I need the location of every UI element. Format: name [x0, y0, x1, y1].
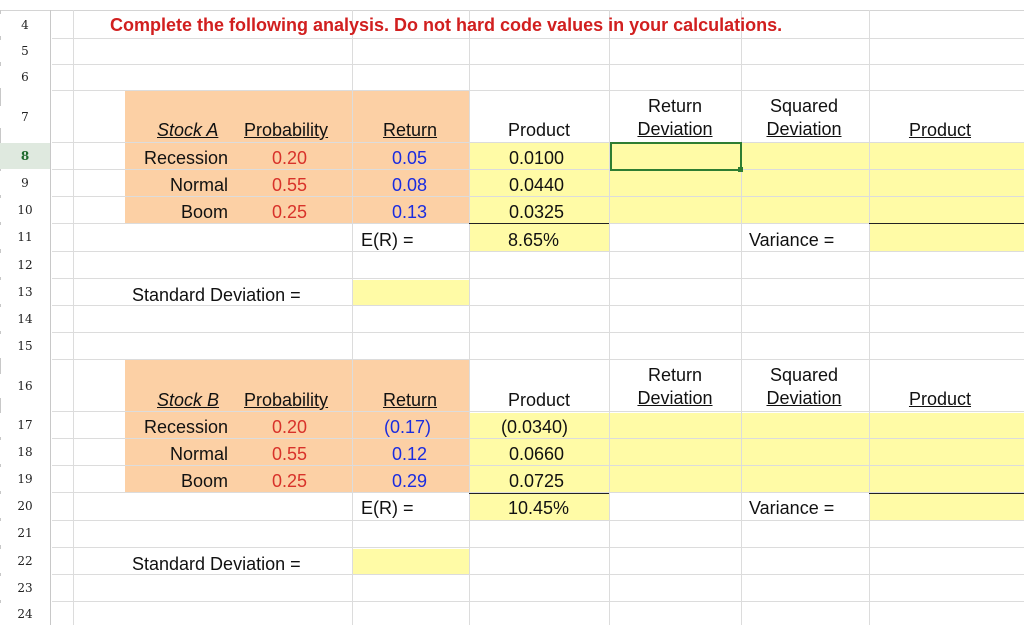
stock-a-return-header: Return — [382, 120, 438, 140]
stock-b-squared-deviation-header-line1: Squared — [769, 365, 839, 385]
stock-b-prob-boom[interactable]: 0.25 — [272, 471, 308, 491]
stock-a-product2-header: Product — [908, 120, 972, 140]
stock-b-label: Stock B — [157, 390, 220, 410]
stock-a-variance-sum-line — [869, 223, 1024, 224]
stock-a-input-block — [125, 91, 469, 223]
stock-b-state-recession: Recession — [143, 417, 228, 437]
stock-b-product-recession[interactable]: (0.0340) — [501, 417, 569, 437]
row-header-10[interactable]: 10 — [0, 198, 50, 222]
stock-b-er-label: E(R) = — [361, 498, 414, 518]
stock-b-variance-label: Variance = — [749, 498, 835, 518]
row-header-24[interactable]: 24 — [0, 603, 50, 625]
stock-b-state-normal: Normal — [169, 444, 228, 464]
stock-a-std-label: Standard Deviation = — [132, 285, 301, 305]
stock-a-variance-cell[interactable] — [869, 223, 1024, 251]
stock-b-product2-header: Product — [908, 389, 972, 409]
stock-b-return-normal[interactable]: 0.12 — [392, 444, 428, 464]
stock-a-label: Stock A — [157, 120, 219, 140]
stock-b-er-value[interactable]: 10.45% — [508, 498, 570, 518]
row-header-18[interactable]: 18 — [0, 440, 50, 464]
stock-a-return-deviation-header-line1: Return — [647, 96, 703, 116]
row-header-right-border — [50, 10, 51, 625]
stock-a-deviation-fill — [609, 143, 1024, 223]
stock-b-input-block — [125, 360, 469, 493]
stock-b-return-deviation-header-line2: Deviation — [637, 388, 713, 408]
row-header-6[interactable]: 6 — [0, 66, 50, 88]
stock-b-return-deviation-header-line1: Return — [647, 365, 703, 385]
stock-b-std-cell[interactable] — [352, 549, 469, 575]
fill-handle[interactable] — [738, 167, 743, 172]
stock-b-return-header: Return — [382, 390, 438, 410]
stock-a-product-header: Product — [507, 120, 571, 140]
stock-b-probability-header: Probability — [244, 390, 329, 410]
row-header-7[interactable]: 7 — [0, 106, 50, 128]
stock-b-return-recession[interactable]: (0.17) — [384, 417, 432, 437]
stock-b-product-normal[interactable]: 0.0660 — [509, 444, 565, 464]
stock-a-product-boom[interactable]: 0.0325 — [509, 202, 565, 222]
stock-a-squared-deviation-header-line2: Deviation — [766, 119, 842, 139]
stock-b-product-boom[interactable]: 0.0725 — [509, 471, 565, 491]
row-header-19[interactable]: 19 — [0, 467, 50, 491]
stock-a-state-recession: Recession — [143, 148, 228, 168]
row-header-20[interactable]: 20 — [0, 494, 50, 518]
stock-a-squared-deviation-header-line1: Squared — [769, 96, 839, 116]
stock-b-std-label: Standard Deviation = — [132, 554, 301, 574]
row-header-17[interactable]: 17 — [0, 413, 50, 437]
row-header-13[interactable]: 13 — [0, 280, 50, 304]
stock-a-return-boom[interactable]: 0.13 — [392, 202, 428, 222]
row-header-16[interactable]: 16 — [0, 374, 50, 398]
stock-b-deviation-fill — [609, 413, 1024, 493]
stock-a-return-recession[interactable]: 0.05 — [392, 148, 428, 168]
row-header-4[interactable]: 4 — [0, 14, 50, 36]
stock-a-prob-normal[interactable]: 0.55 — [272, 175, 308, 195]
row-header-8[interactable]: 8 — [0, 143, 50, 169]
row-header-9[interactable]: 9 — [0, 171, 50, 195]
stock-b-squared-deviation-header-line2: Deviation — [766, 388, 842, 408]
row-header-11[interactable]: 11 — [0, 225, 50, 249]
stock-a-er-label: E(R) = — [361, 230, 414, 250]
stock-a-er-value[interactable]: 8.65% — [508, 230, 560, 250]
stock-a-probability-header: Probability — [244, 120, 329, 140]
stock-b-sum-line — [469, 493, 609, 494]
stock-b-state-boom: Boom — [180, 471, 228, 491]
stock-b-product-fill — [469, 413, 609, 520]
stock-a-std-cell[interactable] — [352, 280, 469, 306]
stock-a-product-recession[interactable]: 0.0100 — [509, 148, 565, 168]
stock-b-prob-normal[interactable]: 0.55 — [272, 444, 308, 464]
column-header-strip — [0, 0, 1024, 11]
stock-a-return-normal[interactable]: 0.08 — [392, 175, 428, 195]
stock-a-product-fill — [469, 143, 609, 251]
selected-cell[interactable] — [610, 142, 742, 171]
stock-b-variance-sum-line — [869, 493, 1024, 494]
stock-a-state-boom: Boom — [180, 202, 228, 222]
row-header-14[interactable]: 14 — [0, 307, 50, 331]
stock-a-sum-line — [469, 223, 609, 224]
stock-b-return-boom[interactable]: 0.29 — [392, 471, 428, 491]
row-header-5[interactable]: 5 — [0, 40, 50, 62]
stock-a-state-normal: Normal — [169, 175, 228, 195]
row-header-12[interactable]: 12 — [0, 253, 50, 277]
stock-b-prob-recession[interactable]: 0.20 — [272, 417, 308, 437]
stock-a-prob-recession[interactable]: 0.20 — [272, 148, 308, 168]
stock-a-product-normal[interactable]: 0.0440 — [509, 175, 565, 195]
stock-a-variance-label: Variance = — [749, 230, 835, 250]
stock-a-prob-boom[interactable]: 0.25 — [272, 202, 308, 222]
instruction-text: Complete the following analysis. Do not … — [110, 15, 783, 35]
row-header-22[interactable]: 22 — [0, 549, 50, 573]
row-header-23[interactable]: 23 — [0, 576, 50, 600]
stock-b-variance-cell[interactable] — [869, 493, 1024, 520]
row-header-21[interactable]: 21 — [0, 521, 50, 545]
stock-a-return-deviation-header-line2: Deviation — [637, 119, 713, 139]
row-header-15[interactable]: 15 — [0, 334, 50, 358]
stock-b-product-header: Product — [507, 390, 571, 410]
